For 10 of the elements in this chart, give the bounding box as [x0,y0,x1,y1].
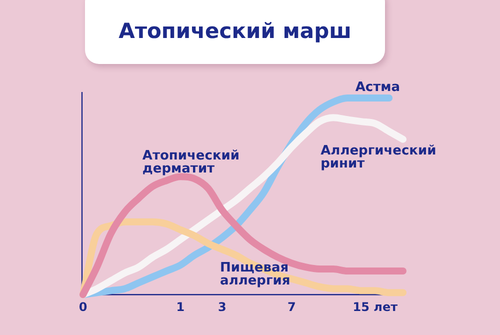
x-tick-label: 3 [218,300,226,314]
x-tick-label: 1 [176,300,185,314]
series-label: Атопический дерматит [142,148,240,177]
series-label: Пищевая аллергия [220,260,290,288]
series-label: Аллергический ринит [320,143,436,172]
x-tick-label: 0 [78,300,88,314]
x-tick-label: 7 [288,300,296,314]
x-tick-label: 15 лет [352,300,398,314]
series-label: Астма [355,80,400,95]
chart-title: Атопический марш [118,19,352,43]
